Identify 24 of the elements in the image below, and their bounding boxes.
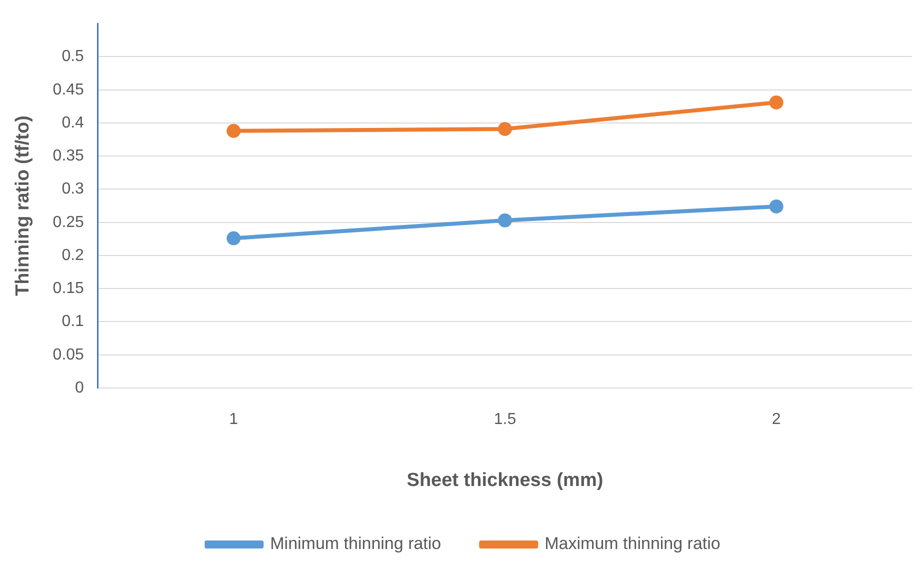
- point: [498, 213, 512, 228]
- y-tick-label: 0.3: [62, 180, 84, 198]
- point: [226, 124, 241, 138]
- y-tick-label: 0.15: [52, 280, 84, 298]
- y-tick-label: 0.05: [52, 346, 84, 364]
- x-axis-title: Sheet thickness (mm): [406, 470, 604, 491]
- y-tick-label: 0.45: [52, 81, 84, 98]
- point: [498, 122, 512, 136]
- y-tick-label: 0.1: [62, 313, 84, 330]
- legend-label: Maximum thinning ratio: [544, 534, 720, 554]
- y-tick-label: 0.4: [62, 114, 84, 132]
- y-tick-label: 0.35: [52, 148, 84, 165]
- y-tick-label: 0.5: [62, 48, 84, 66]
- x-tick-label: 1: [229, 411, 238, 428]
- y-tick-label: 0: [75, 379, 84, 396]
- point: [226, 231, 241, 246]
- y-axis-title: Thinning ratio (tf/to): [12, 116, 34, 296]
- y-tick-label: 0.2: [62, 246, 84, 264]
- x-tick-label: 1.5: [494, 411, 516, 428]
- x-tick-label: 2: [772, 411, 781, 428]
- point: [769, 199, 784, 214]
- legend-label: Minimum thinning ratio: [270, 534, 442, 554]
- point: [769, 95, 784, 110]
- y-tick-label: 0.25: [52, 214, 84, 231]
